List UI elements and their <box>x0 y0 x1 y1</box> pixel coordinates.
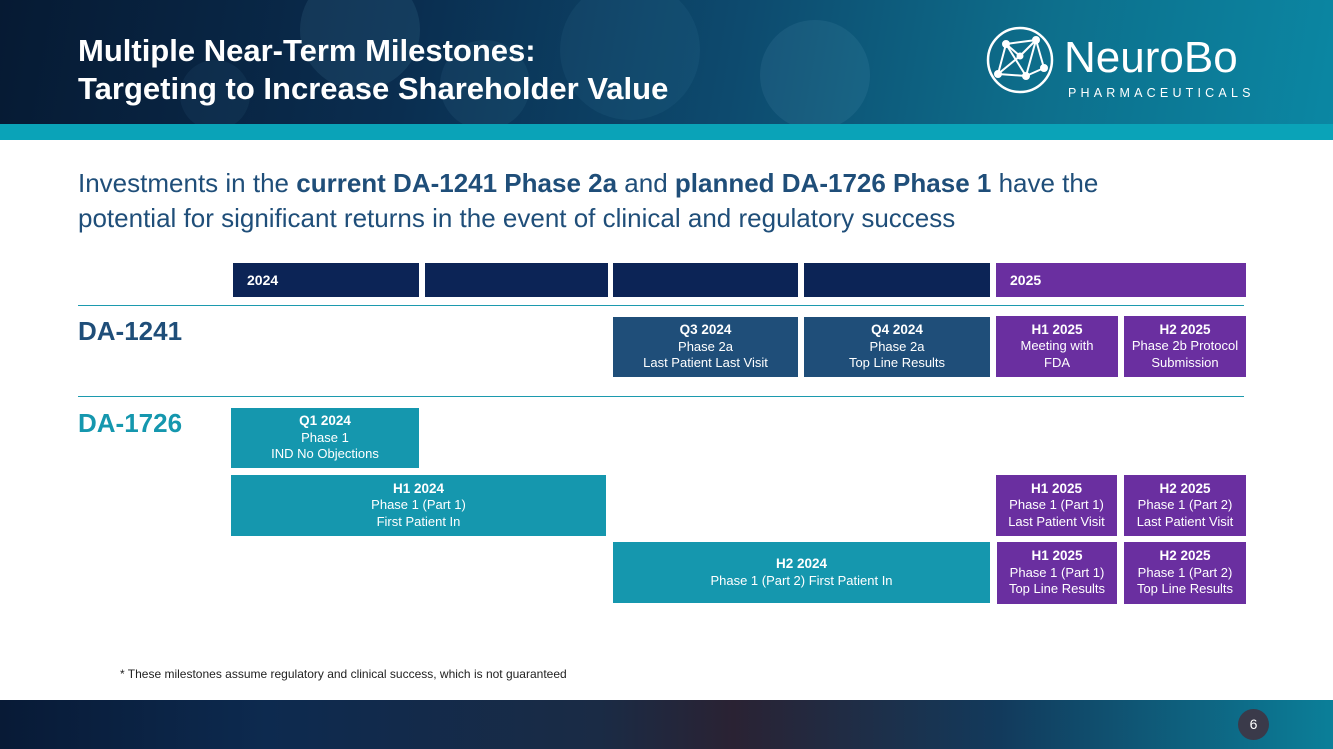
milestone-q1-2024: Q1 2024 Phase 1 IND No Objections <box>231 408 419 468</box>
milestone-title: H1 2025 <box>1031 321 1083 337</box>
milestone-detail: Top Line Results <box>1136 581 1234 597</box>
milestone-title: H1 2025 <box>1031 548 1083 564</box>
milestone-detail: IND No Objections <box>271 446 379 462</box>
header-banner: Multiple Near-Term Milestones: Targeting… <box>0 0 1333 126</box>
footer-banner <box>0 700 1333 749</box>
milestone-h2-2025-protocol: H2 2025 Phase 2b Protocol Submission <box>1124 316 1246 377</box>
milestone-detail: Phase 1 (Part 2) <box>1137 497 1233 513</box>
slide-title-line2: Targeting to Increase Shareholder Value <box>78 71 669 106</box>
virus-decoration <box>760 20 870 126</box>
virus-decoration <box>560 0 700 120</box>
subtitle-text: have the potential for significant retur… <box>78 168 1099 233</box>
timeline-year-2024: 2024 <box>233 263 419 297</box>
milestone-title: H2 2025 <box>1159 548 1211 564</box>
milestone-detail: Top Line Results <box>848 355 946 371</box>
network-logo-icon <box>986 26 1054 94</box>
milestone-title: H1 2024 <box>392 480 445 496</box>
timeline-segment <box>613 263 798 297</box>
timeline-year-2025: 2025 <box>996 263 1246 297</box>
row-label-da1726: DA-1726 <box>78 408 183 438</box>
milestone-detail: Phase 1 <box>301 429 349 445</box>
milestone-title: H1 2025 <box>1030 480 1083 496</box>
virus-decoration <box>440 40 530 126</box>
logo-subtitle: PHARMACEUTICALS <box>1068 86 1255 100</box>
subtitle-bold-da1726: planned DA-1726 Phase 1 <box>674 168 992 198</box>
milestone-title: H2 2024 <box>775 556 828 571</box>
milestone-title: H2 2025 <box>1159 321 1211 337</box>
divider-line <box>78 305 1244 306</box>
milestone-detail: Phase 1 (Part 2) First Patient In <box>710 572 893 588</box>
milestone-q3-2024: Q3 2024 Phase 2a Last Patient Last Visit <box>613 317 798 377</box>
milestone-q4-2024: Q4 2024 Phase 2a Top Line Results <box>804 317 990 377</box>
timeline-segment <box>425 263 608 297</box>
milestone-detail: Last Patient Visit <box>1008 513 1105 529</box>
milestone-h2-2025-lpv: H2 2025 Phase 1 (Part 2) Last Patient Vi… <box>1124 475 1246 536</box>
subtitle-bold-da1241: current DA-1241 Phase 2a <box>296 168 618 198</box>
subtitle-text: Investments in the <box>78 168 297 198</box>
footnote: * These milestones assume regulatory and… <box>120 667 567 681</box>
milestone-detail: Phase 2a <box>869 338 925 354</box>
milestone-h2-2025-tlr: H2 2025 Phase 1 (Part 2) Top Line Result… <box>1124 542 1246 604</box>
milestone-h1-2025-tlr: H1 2025 Phase 1 (Part 1) Top Line Result… <box>997 542 1117 604</box>
logo-wordmark: NeuroBo <box>1064 33 1238 82</box>
milestone-detail: Top Line Results <box>1008 581 1106 597</box>
milestone-detail: Phase 2b Protocol <box>1131 338 1239 354</box>
milestone-h1-2024: H1 2024 Phase 1 (Part 1) First Patient I… <box>231 475 606 536</box>
slide-title-line1: Multiple Near-Term Milestones: <box>78 33 536 68</box>
milestone-detail: Submission <box>1151 354 1219 370</box>
milestone-detail: First Patient In <box>376 513 461 529</box>
company-logo: NeuroBo PHARMACEUTICALS <box>986 26 1276 106</box>
page-number: 6 <box>1238 709 1269 740</box>
milestone-detail: Phase 2a <box>678 338 733 354</box>
milestone-detail: FDA <box>1044 354 1070 370</box>
milestone-title: Q4 2024 <box>871 322 923 338</box>
subtitle-text: and <box>617 168 675 198</box>
slide-subtitle: Investments in the current DA-1241 Phase… <box>78 166 1178 236</box>
milestone-title: H2 2025 <box>1159 480 1211 496</box>
milestone-title: Q3 2024 <box>679 322 732 338</box>
timeline-segment <box>804 263 990 297</box>
milestone-h2-2024: H2 2024 Phase 1 (Part 2) First Patient I… <box>613 542 990 603</box>
milestone-detail: Phase 1 (Part 2) <box>1137 564 1233 580</box>
milestone-detail: Meeting with <box>1020 338 1094 354</box>
milestone-detail: Phase 1 (Part 1) <box>371 497 466 513</box>
header-accent-strip <box>0 124 1333 140</box>
virus-decoration <box>180 60 250 126</box>
milestone-detail: Phase 1 (Part 1) <box>1009 497 1104 513</box>
milestone-detail: Last Patient Last Visit <box>643 355 768 371</box>
milestone-title: Q1 2024 <box>299 413 351 429</box>
milestone-detail: Phase 1 (Part 1) <box>1009 564 1105 580</box>
divider-line <box>78 396 1244 397</box>
row-label-da1241: DA-1241 <box>78 316 183 346</box>
slide-title: Multiple Near-Term Milestones: Targeting… <box>78 32 668 108</box>
milestone-h1-2025-lpv: H1 2025 Phase 1 (Part 1) Last Patient Vi… <box>996 475 1117 536</box>
milestone-h1-2025-fda: H1 2025 Meeting with FDA <box>996 316 1118 377</box>
milestone-detail: Last Patient Visit <box>1136 513 1234 529</box>
